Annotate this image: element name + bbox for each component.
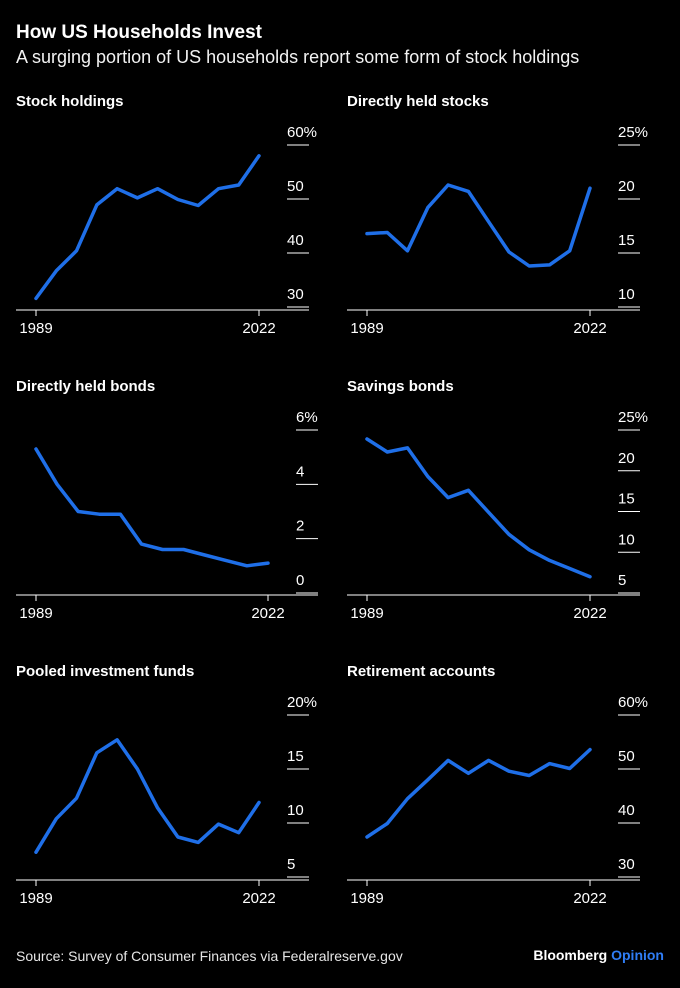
series-line	[365, 183, 592, 268]
y-tick-label: 20	[618, 178, 635, 195]
y-tick-label: 4	[296, 463, 304, 480]
panel-title-stock-holdings: Stock holdings	[16, 93, 124, 110]
y-tick-label: 6%	[296, 409, 318, 426]
y-tick-label: 40	[287, 232, 304, 249]
series-line	[34, 738, 261, 854]
y-tick-label: 25%	[618, 409, 648, 426]
x-tick-label: 2022	[242, 320, 275, 337]
y-tick-label: 15	[618, 491, 635, 508]
series-line	[365, 437, 592, 579]
x-tick-label: 1989	[19, 320, 52, 337]
y-tick-label: 60%	[618, 694, 648, 711]
y-tick-label: 30	[618, 856, 635, 873]
y-tick-label: 50	[618, 748, 635, 765]
series-line	[34, 154, 261, 301]
y-tick-label: 0	[296, 572, 304, 589]
series-line	[34, 447, 270, 568]
brand-name: Bloomberg	[533, 947, 608, 963]
panel-title-directly-held-stocks: Directly held stocks	[347, 93, 489, 110]
y-tick-label: 60%	[287, 124, 317, 141]
y-tick-label: 25%	[618, 124, 648, 141]
y-tick-label: 50	[287, 178, 304, 195]
panel-title-directly-held-bonds: Directly held bonds	[16, 378, 156, 395]
x-tick-label: 2022	[573, 605, 606, 622]
brand-logo: Bloomberg Opinion	[533, 947, 664, 963]
y-tick-label: 15	[618, 232, 635, 249]
y-tick-label: 20%	[287, 694, 317, 711]
y-tick-label: 20	[618, 450, 635, 467]
panel-title-savings-bonds: Savings bonds	[347, 378, 454, 395]
x-tick-label: 1989	[19, 605, 52, 622]
y-tick-label: 40	[618, 802, 635, 819]
y-tick-label: 10	[618, 286, 635, 303]
y-tick-label: 15	[287, 748, 304, 765]
x-tick-label: 1989	[350, 890, 383, 907]
panel-title-pooled-investment-funds: Pooled investment funds	[16, 663, 195, 680]
y-tick-label: 2	[296, 518, 304, 535]
y-tick-label: 10	[287, 802, 304, 819]
source-note: Source: Survey of Consumer Finances via …	[16, 948, 403, 964]
chart-title: How US Households Invest	[16, 22, 262, 43]
series-line	[365, 747, 592, 839]
x-tick-label: 2022	[251, 605, 284, 622]
y-tick-label: 5	[287, 856, 295, 873]
chart-subtitle: A surging portion of US households repor…	[16, 47, 580, 67]
x-tick-label: 1989	[350, 605, 383, 622]
x-tick-label: 2022	[573, 890, 606, 907]
x-tick-label: 2022	[573, 320, 606, 337]
x-tick-label: 1989	[350, 320, 383, 337]
y-tick-label: 30	[287, 286, 304, 303]
x-tick-label: 2022	[242, 890, 275, 907]
y-tick-label: 10	[618, 531, 635, 548]
brand-opinion: Opinion	[611, 947, 664, 963]
y-tick-label: 5	[618, 572, 626, 589]
panel-title-retirement-accounts: Retirement accounts	[347, 663, 496, 680]
x-tick-label: 1989	[19, 890, 52, 907]
